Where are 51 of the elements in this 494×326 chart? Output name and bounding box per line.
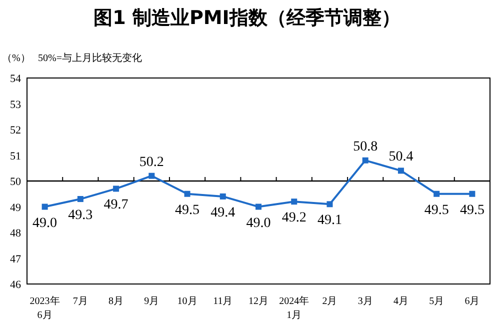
x-tick-label: 7月 [72, 296, 88, 307]
point [469, 190, 476, 197]
data-label: 50.4 [388, 150, 414, 165]
y-tick-label: 51 [10, 150, 21, 162]
data-label: 49.5 [424, 202, 449, 218]
y-tick-label: 49 [10, 202, 22, 214]
x-tick-label: 3月 [358, 296, 373, 307]
data-label: 50.2 [139, 154, 164, 170]
text: 50%=与上月比较无变化 [38, 52, 142, 64]
point [362, 157, 368, 164]
point [220, 193, 226, 200]
y-tick-label: 48 [10, 228, 22, 240]
x-tick-label: 8月 [108, 296, 124, 307]
x-tick-label: 11月 [213, 296, 233, 307]
x-tick-label: 12月 [248, 296, 268, 307]
point [398, 168, 404, 174]
data-label: 49.4 [210, 205, 236, 220]
data-label: 49.5 [460, 202, 484, 218]
point [184, 190, 190, 197]
y-tick-label: 54 [10, 73, 22, 85]
x-tick-label: 6月 [464, 296, 480, 307]
data-label: 50.8 [353, 139, 378, 154]
data-label: 49.0 [32, 216, 58, 231]
point [326, 201, 333, 208]
data-label: 49.1 [317, 213, 342, 228]
point [148, 172, 155, 179]
point [113, 186, 120, 192]
point [291, 198, 298, 205]
point [434, 190, 440, 197]
data-label: 49.3 [68, 208, 93, 224]
y-tick-label: 50 [10, 176, 22, 188]
x-tick-label: 4月 [393, 296, 408, 307]
x-tick-label: 2024年 1月 [279, 295, 310, 321]
chart-title: 图1 制造业PMI指数（经季节调整） [94, 7, 400, 29]
point [256, 204, 262, 210]
y-axis-title: （%） [2, 53, 30, 64]
data-label: 49.0 [246, 216, 271, 231]
data-label: 49.2 [282, 210, 306, 226]
x-tick-label: 2月 [322, 296, 338, 307]
data-label: 49.7 [104, 198, 128, 213]
y-tick-label: 53 [10, 98, 22, 111]
y-tick-label: 52 [10, 124, 21, 136]
y-tick-label: 46 [10, 279, 22, 291]
point [42, 204, 48, 210]
y-tick-label: 47 [10, 253, 22, 266]
data-label: 49.5 [175, 202, 200, 218]
x-tick-label: 2023年 6月 [30, 295, 60, 321]
x-tick-label: 9月 [144, 296, 160, 307]
x-tick-label: 5月 [429, 296, 444, 307]
point [77, 196, 84, 202]
x-tick-label: 10月 [177, 296, 198, 307]
